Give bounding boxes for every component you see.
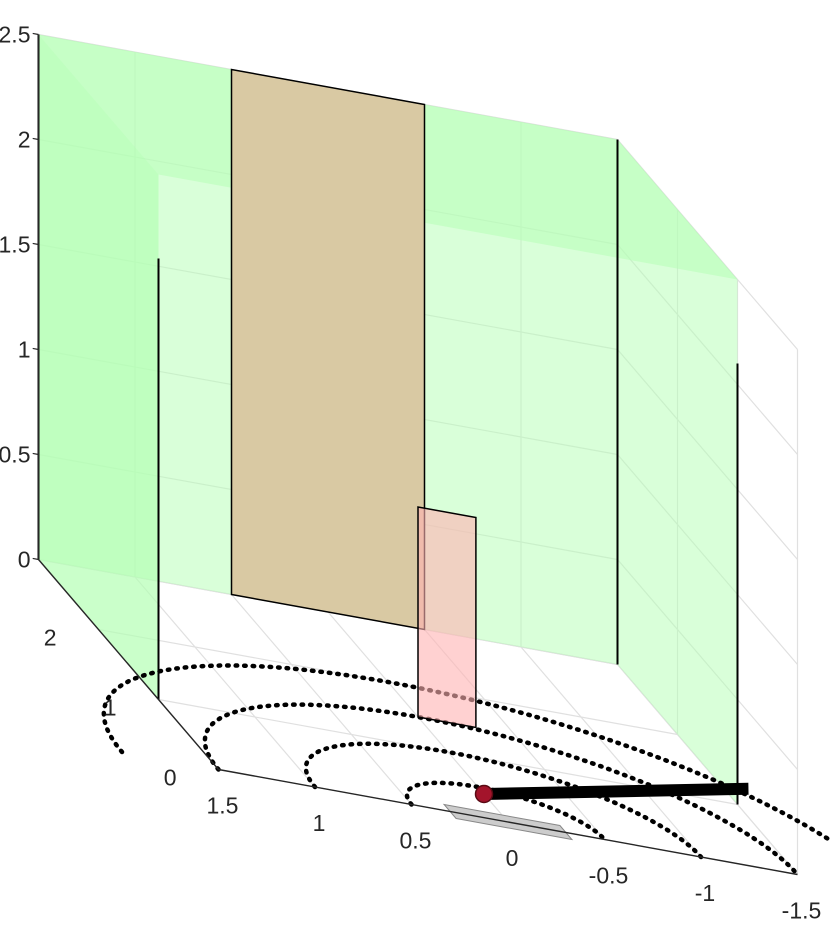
marker-point (474, 784, 494, 804)
green-right-panel (617, 139, 738, 805)
z-tick-mark (32, 32, 39, 36)
x-tick-label: 1.5 (207, 793, 239, 819)
z-tick-mark (32, 137, 39, 141)
y-tick-label: 1 (104, 695, 117, 721)
red-panel (417, 506, 477, 729)
z-tick-mark (32, 242, 39, 246)
z-tick-label: 1 (18, 337, 31, 363)
axis-layer (32, 32, 798, 876)
z-tick-label: 1.5 (0, 232, 31, 258)
z-tick-mark (32, 452, 39, 456)
contour-arc (101, 663, 830, 843)
contour-arc (303, 741, 704, 860)
z-tick-mark (32, 557, 39, 561)
z-tick-label: 2.5 (0, 22, 31, 48)
scene-front-layer (417, 506, 749, 804)
tick-label-layer: 00.511.522.51.510.50-0.5-1-1.50123 (0, 22, 821, 924)
floor-grid-line (231, 594, 412, 805)
floor-grid-line (520, 646, 702, 858)
y-axis-line (37, 559, 220, 770)
x-axis-line (218, 768, 798, 876)
x-tick-label: -0.5 (589, 863, 629, 889)
z-tick-label: 0 (18, 547, 31, 573)
x-tick-label: -1 (695, 880, 715, 906)
z-tick-label: 2 (18, 127, 31, 153)
scene-back-layer (37, 34, 739, 805)
x-tick-label: -1.5 (782, 898, 822, 924)
green-left-panel (38, 34, 159, 700)
y-tick-label: 2 (44, 625, 57, 651)
x-tick-label: 0 (506, 845, 519, 871)
tan-panel (230, 68, 426, 631)
rod (483, 782, 749, 800)
z-tick-mark (32, 347, 39, 351)
x-tick-label: 0.5 (400, 828, 432, 854)
x-tick-label: 1 (313, 810, 326, 836)
y-tick-label: 0 (164, 765, 177, 791)
floor-grid-line (134, 576, 316, 788)
z-tick-label: 0.5 (0, 442, 31, 468)
